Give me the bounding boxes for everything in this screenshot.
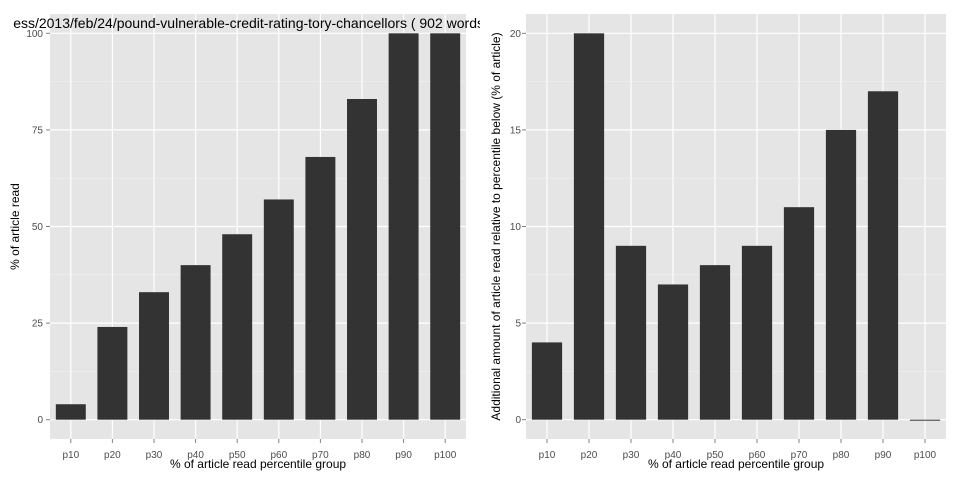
y-tick-label: 50 bbox=[32, 222, 44, 233]
bar-p60 bbox=[741, 245, 773, 420]
y-tick-label: 0 bbox=[515, 415, 521, 426]
x-tick-label: p100 bbox=[914, 450, 937, 461]
y-tick-label: 15 bbox=[510, 125, 522, 136]
x-tick-label: p90 bbox=[875, 450, 892, 461]
x-tick-label: p10 bbox=[539, 450, 556, 461]
bar-p80 bbox=[347, 99, 377, 420]
y-axis-title: Additional amount of article read relati… bbox=[489, 32, 503, 420]
x-tick-label: p50 bbox=[229, 450, 246, 461]
y-tick-label: 20 bbox=[510, 29, 522, 40]
bar-p90 bbox=[388, 33, 419, 420]
bar-p20 bbox=[97, 326, 128, 420]
bar-p100 bbox=[430, 33, 461, 420]
chart-panel-2: 0 5 10 15 20 p10 p20 p30 p40 p50 p60 p70 p80 p90 p100%… bbox=[489, 14, 946, 471]
x-tick-label: p80 bbox=[833, 450, 850, 461]
y-tick-label: 25 bbox=[32, 319, 44, 330]
bar-p90 bbox=[867, 91, 899, 420]
x-tick-label: p40 bbox=[665, 450, 682, 461]
y-tick-label: 100 bbox=[26, 29, 43, 40]
bar-p10 bbox=[531, 342, 563, 420]
x-tick-label: p100 bbox=[434, 450, 457, 461]
x-tick-label: p20 bbox=[104, 450, 121, 461]
x-tick-label: p80 bbox=[354, 450, 371, 461]
x-tick-label: p20 bbox=[581, 450, 598, 461]
x-tick-label: p10 bbox=[62, 450, 79, 461]
y-tick-label: 10 bbox=[510, 222, 522, 233]
x-tick-label: p40 bbox=[187, 450, 204, 461]
x-tick-label: p50 bbox=[707, 450, 724, 461]
bar-p10 bbox=[55, 404, 86, 420]
x-tick-label: p70 bbox=[312, 450, 329, 461]
chart-panel-1: 0 25 50 75 100 p10 p20 p30 p40 p50 p60 p70 p80 p90 p10… bbox=[8, 14, 484, 471]
bar-p20 bbox=[573, 33, 605, 420]
x-tick-label: p30 bbox=[146, 450, 163, 461]
bar-p50 bbox=[222, 234, 253, 420]
x-axis-title: % of article read percentile group bbox=[170, 457, 346, 471]
x-tick-label: p30 bbox=[623, 450, 640, 461]
bar-p100 bbox=[909, 419, 941, 421]
x-tick-label: p70 bbox=[791, 450, 808, 461]
bar-p80 bbox=[825, 129, 857, 420]
bar-p50 bbox=[699, 265, 731, 420]
x-axis-title: % of article read percentile group bbox=[648, 457, 824, 471]
bar-p60 bbox=[263, 199, 294, 420]
x-tick-label: p90 bbox=[395, 450, 412, 461]
y-axis-title: % of article read bbox=[8, 183, 22, 270]
bar-p30 bbox=[615, 245, 647, 420]
bar-p40 bbox=[180, 265, 211, 420]
y-tick-label: 75 bbox=[32, 125, 44, 136]
chart-title: ess/2013/feb/24/pound-vulnerable-credit-… bbox=[13, 15, 484, 31]
x-tick-label: p60 bbox=[270, 450, 287, 461]
bar-p70 bbox=[305, 156, 336, 420]
y-tick-label: 0 bbox=[37, 415, 43, 426]
x-tick-label: p60 bbox=[749, 450, 766, 461]
bar-p30 bbox=[139, 292, 169, 420]
y-tick-label: 5 bbox=[515, 319, 521, 330]
bar-p40 bbox=[657, 284, 689, 420]
bar-p70 bbox=[783, 207, 815, 420]
